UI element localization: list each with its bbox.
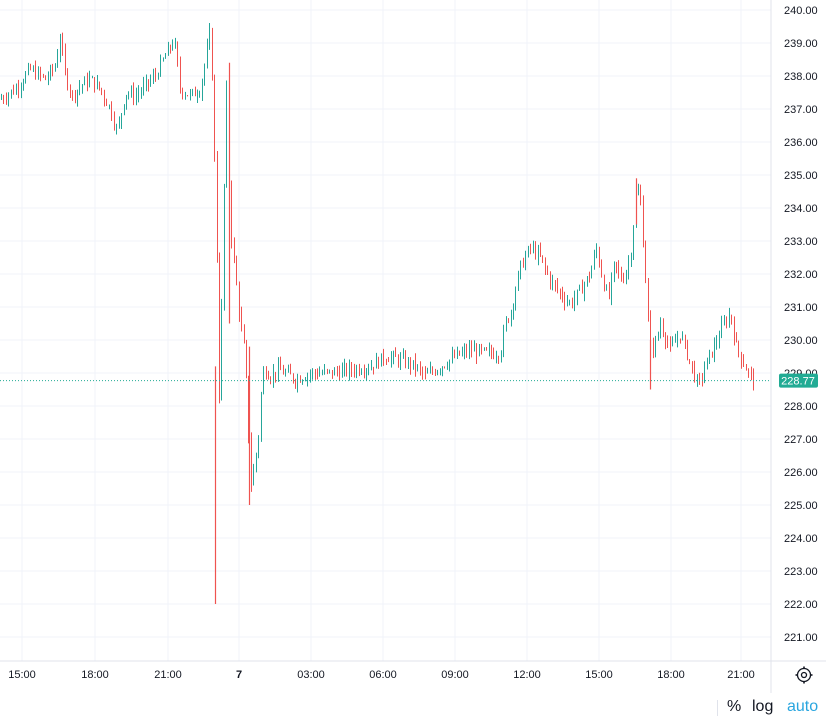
scale-controls: % log auto (0, 693, 826, 723)
x-tick-label: 18:00 (81, 669, 109, 681)
y-tick-label: 232.00 (784, 269, 818, 281)
y-tick-label: 234.00 (784, 203, 818, 215)
y-tick-label: 223.00 (784, 566, 818, 578)
y-tick-label: 225.00 (784, 500, 818, 512)
y-tick-label: 239.00 (784, 38, 818, 50)
x-tick-label: 15:00 (8, 669, 36, 681)
y-tick-label: 240.00 (784, 5, 818, 17)
x-tick-label: 09:00 (441, 669, 469, 681)
x-tick-label: 03:00 (297, 669, 325, 681)
x-tick-label: 18:00 (657, 669, 685, 681)
time-axis[interactable]: 15:00 18:00 21:00 7 03:00 06:00 09:00 12:00 15:0… (8, 669, 755, 681)
divider (717, 700, 718, 716)
last-price-label: 228.77 (781, 376, 815, 388)
y-tick-label: 233.00 (784, 236, 818, 248)
price-chart[interactable]: 221.00 222.00 223.00 224.00 225.00 226.00 227.… (0, 0, 826, 693)
x-tick-label: 15:00 (585, 669, 613, 681)
y-tick-label: 226.00 (784, 467, 818, 479)
y-tick-label: 231.00 (784, 302, 818, 314)
y-tick-label: 238.00 (784, 71, 818, 83)
y-tick-label: 237.00 (784, 104, 818, 116)
y-tick-label: 222.00 (784, 599, 818, 611)
y-tick-label: 221.00 (784, 632, 818, 644)
grid (0, 0, 771, 661)
x-tick-label: 06:00 (369, 669, 397, 681)
last-price-badge: 228.77 (779, 373, 818, 388)
y-tick-label: 228.00 (784, 401, 818, 413)
y-tick-label: 227.00 (784, 434, 818, 446)
x-tick-label: 7 (236, 669, 242, 681)
log-scale-button[interactable]: log (752, 698, 774, 715)
candles (1, 22, 754, 604)
y-tick-label: 230.00 (784, 335, 818, 347)
y-tick-label: 224.00 (784, 533, 818, 545)
x-tick-label: 21:00 (727, 669, 755, 681)
auto-scale-button[interactable]: auto (787, 698, 819, 715)
gear-icon[interactable] (795, 666, 813, 684)
percent-scale-button[interactable]: % (727, 698, 742, 715)
x-tick-label: 12:00 (513, 669, 541, 681)
x-tick-label: 21:00 (154, 669, 182, 681)
y-tick-label: 235.00 (784, 170, 818, 182)
y-tick-label: 236.00 (784, 137, 818, 149)
price-axis[interactable]: 221.00 222.00 223.00 224.00 225.00 226.00 227.… (784, 5, 818, 644)
